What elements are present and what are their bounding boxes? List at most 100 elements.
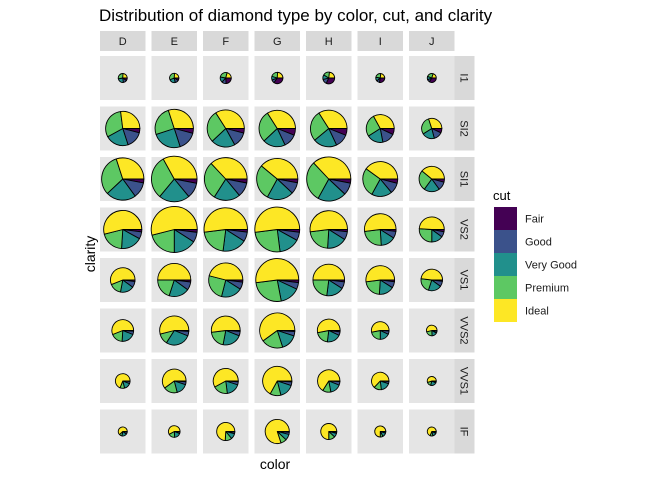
legend-title: cut [493, 188, 511, 203]
pie-D-SI2 [105, 110, 141, 147]
pie-I-IF [374, 425, 387, 438]
column-strip [151, 31, 197, 51]
pie-slice-premium [101, 158, 124, 194]
pie-H-VS1 [312, 263, 346, 297]
pie-slice-premium [310, 112, 330, 141]
column-strip [203, 31, 249, 51]
pie-slice-ideal [426, 324, 438, 333]
column-strip [100, 31, 146, 51]
pie-slice-ideal [203, 207, 248, 233]
pie-J-I1 [426, 73, 437, 83]
pie-I-SI2 [365, 114, 395, 143]
pie-slice-ideal [371, 371, 390, 388]
pie-slice-ideal [431, 73, 437, 79]
pie-slice-premium [306, 162, 330, 199]
pie-slice-ideal [157, 262, 192, 281]
pie-slice-ideal [328, 71, 336, 79]
pie-G-IF [264, 419, 290, 444]
y-axis-title: clarity [82, 236, 98, 273]
pie-slice-ideal [428, 117, 443, 129]
row-strip-label: I1 [458, 73, 470, 82]
pie-D-I1 [117, 73, 128, 83]
pie-slice-ideal [162, 155, 198, 180]
pie-slice-ideal [114, 373, 131, 389]
pie-E-SI1 [151, 155, 198, 203]
pie-F-VS2 [203, 207, 248, 252]
pie-slice-premium [203, 162, 227, 198]
pie-slice-premium [151, 158, 175, 198]
pie-I-SI1 [362, 161, 399, 197]
row-strip-label: VVS1 [458, 367, 470, 395]
pie-H-IF [320, 423, 338, 440]
pie-E-VVS1 [161, 368, 187, 394]
pie-I-I1 [375, 73, 386, 83]
pie-slice-ideal [110, 267, 136, 285]
pie-I-VS1 [365, 265, 396, 295]
pie-slice-ideal [420, 268, 443, 281]
pie-F-VVS2 [210, 315, 241, 346]
pie-slice-ideal [212, 368, 239, 388]
pie-slice-ideal [317, 369, 341, 391]
pie-J-VS2 [418, 216, 445, 243]
pie-J-VVS2 [426, 324, 438, 337]
row-strip-label: SI1 [458, 171, 470, 188]
pie-J-IF [426, 426, 437, 437]
pie-slice-ideal [313, 156, 352, 180]
pie-E-SI2 [154, 108, 194, 149]
pie-slice-ideal [264, 419, 290, 444]
pie-D-VS1 [110, 267, 136, 293]
pie-G-VS1 [255, 258, 300, 302]
pie-E-VS2 [150, 206, 198, 253]
pie-F-VS1 [208, 262, 244, 298]
chart-title: Distribution of diamond type by color, c… [99, 6, 493, 25]
pie-slice-ideal [276, 71, 284, 79]
pie-F-VVS1 [212, 368, 239, 394]
pie-slice-ideal [210, 157, 248, 180]
pie-slice-ideal [260, 157, 299, 180]
pie-slice-ideal [318, 109, 348, 129]
legend-key [494, 207, 517, 230]
pie-slice-ideal [210, 315, 241, 333]
pie-slice-ideal [111, 319, 135, 335]
pie-slice-ideal [255, 258, 300, 284]
pie-D-VS2 [103, 210, 143, 249]
pie-slice-ideal [167, 108, 194, 129]
pie-slice-ideal [215, 109, 245, 129]
pie-G-VVS2 [259, 312, 296, 349]
pie-slice-premium [362, 168, 381, 195]
pie-slice-ideal [421, 165, 445, 180]
pie-F-I1 [219, 72, 232, 84]
pie-slice-ideal [370, 321, 390, 333]
pie-slice-ideal [316, 318, 341, 334]
row-strip-label: VS1 [458, 270, 470, 291]
row-strip-label: VVS2 [458, 316, 470, 344]
pie-slice-ideal [418, 216, 445, 230]
pie-G-SI1 [256, 157, 299, 201]
pie-G-SI2 [258, 109, 296, 148]
pie-slice-ideal [426, 376, 437, 383]
pie-slice-ideal [122, 73, 128, 79]
legend-label: Good [525, 237, 552, 249]
pie-slice-premium [256, 165, 278, 198]
pie-slice-ideal [173, 72, 180, 79]
column-strip [409, 31, 455, 51]
pie-slice-ideal [225, 72, 232, 79]
pie-G-VVS1 [262, 365, 293, 397]
pie-slice-ideal [267, 109, 296, 129]
pie-H-VVS2 [316, 318, 341, 343]
pie-H-I1 [322, 71, 336, 85]
pie-slice-ideal [254, 206, 301, 233]
pie-D-IF [117, 426, 128, 437]
pie-slice-ideal [379, 73, 386, 79]
legend-label: Ideal [525, 306, 549, 318]
column-strip-label: J [429, 36, 435, 48]
legend-key [494, 299, 517, 322]
pie-slice-ideal [374, 425, 387, 438]
pie-slice-premium [258, 112, 278, 142]
legend-label: Fair [525, 214, 544, 226]
facet-grid: D E F G H I J I1 SI2 SI1 VS2 VS1 VVS2 VVS1 IF [100, 31, 475, 454]
column-strip-label: I [379, 36, 382, 48]
pie-slice-very-good [165, 330, 189, 346]
pie-slice-very-good [155, 128, 181, 149]
